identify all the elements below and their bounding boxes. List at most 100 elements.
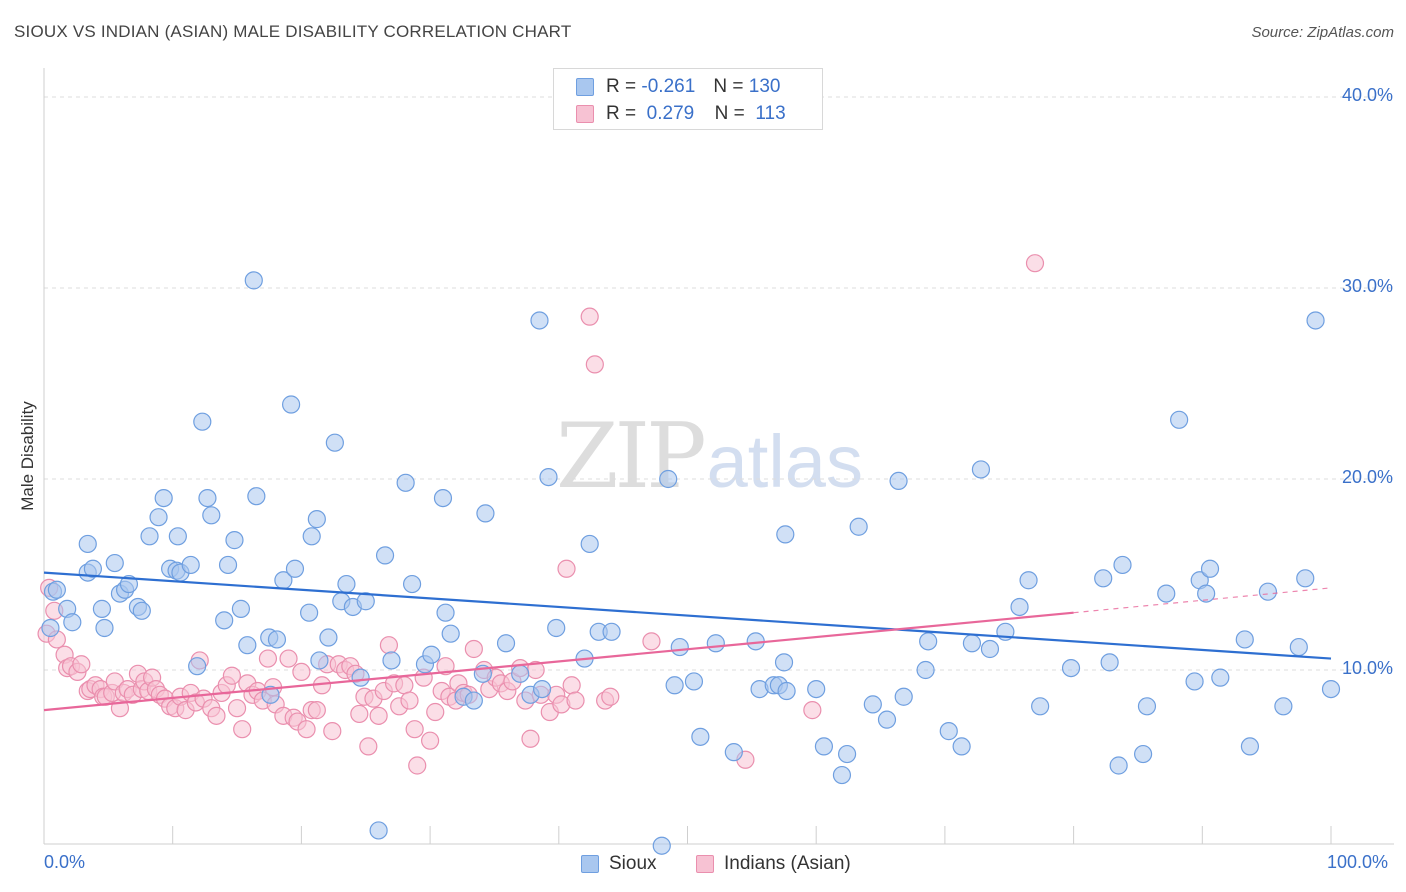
- sioux-point: [41, 618, 60, 638]
- sioux-point: [684, 672, 704, 691]
- indian-asian-point: [258, 649, 278, 668]
- watermark-atlas: atlas: [706, 420, 863, 503]
- sioux-point: [532, 679, 552, 699]
- sioux-point: [1170, 410, 1189, 429]
- sioux-point: [382, 651, 401, 670]
- indian-asian-point: [405, 720, 424, 739]
- indian-asian-point: [421, 731, 440, 750]
- sioux-point: [1235, 630, 1254, 649]
- indian-trend-line: [43, 611, 1074, 712]
- sioux-point: [402, 574, 422, 594]
- sioux-point: [244, 271, 263, 290]
- x-tick-label-max: 100.0%: [1327, 852, 1389, 872]
- indian-asian-point: [426, 702, 445, 722]
- indian-trend-line-extension: [1073, 587, 1332, 614]
- sioux-point: [807, 679, 826, 699]
- sioux-point: [919, 632, 938, 651]
- indian-asian-point: [350, 704, 369, 724]
- indian-asian-point: [1025, 254, 1045, 273]
- indian-asian-points: [37, 254, 1045, 775]
- sioux-point: [1306, 311, 1325, 330]
- sioux-point: [168, 527, 187, 546]
- sioux-point: [706, 634, 725, 653]
- sioux-point: [980, 639, 1000, 659]
- sioux-point: [105, 553, 124, 573]
- sioux-point: [282, 395, 301, 414]
- indian-asian-point: [436, 657, 455, 676]
- sioux-point: [1321, 679, 1341, 699]
- sioux-point: [285, 559, 305, 578]
- sioux-point: [441, 624, 460, 643]
- indian-asian-point: [72, 655, 91, 674]
- indian-asian-point: [464, 639, 483, 659]
- sioux-point: [916, 660, 935, 680]
- indian-asian-point: [207, 706, 226, 725]
- indian-asian-point: [557, 559, 576, 578]
- sioux-point: [181, 555, 200, 575]
- sioux-point: [375, 546, 395, 565]
- indian-asian-point: [395, 676, 414, 695]
- indian-legend-swatch: [696, 855, 714, 873]
- sioux-point: [319, 628, 338, 647]
- sioux-point: [539, 467, 558, 487]
- sioux-r-value: -0.261: [641, 76, 696, 97]
- sioux-point: [247, 487, 266, 506]
- sioux-point: [198, 489, 217, 508]
- indian-asian-point: [521, 729, 540, 748]
- bottom-legend-sioux: Sioux: [581, 850, 657, 878]
- sioux-point: [1019, 571, 1038, 590]
- sioux-point: [436, 603, 455, 622]
- source-label: Source: ZipAtlas.com: [1251, 24, 1394, 41]
- sioux-point: [476, 504, 495, 523]
- sioux-point: [78, 534, 97, 554]
- chart-title: SIOUX VS INDIAN (ASIAN) MALE DISABILITY …: [14, 22, 572, 41]
- indian-asian-point: [566, 691, 585, 710]
- indian-n-value: 113: [755, 103, 786, 124]
- sioux-point: [776, 525, 795, 544]
- indian-asian-point: [580, 307, 599, 326]
- indian-asian-point: [227, 699, 247, 718]
- sioux-point: [47, 580, 66, 599]
- indian-asian-point: [585, 355, 604, 374]
- sioux-legend-label: Sioux: [609, 853, 657, 874]
- sioux-point: [140, 527, 159, 546]
- indian-asian-point: [279, 649, 298, 668]
- sioux-point: [422, 645, 441, 664]
- sioux-point: [83, 559, 103, 578]
- sioux-point: [95, 618, 114, 638]
- axes: [43, 68, 1394, 845]
- sioux-point: [670, 637, 689, 657]
- sioux-point: [325, 433, 344, 452]
- sioux-point: [530, 311, 549, 330]
- sioux-point: [777, 681, 796, 701]
- bottom-legend-indian: Indians (Asian): [696, 850, 851, 878]
- sioux-point: [193, 412, 212, 431]
- x-tick-label-min: 0.0%: [44, 852, 86, 872]
- watermark-zip: ZIP: [556, 404, 707, 509]
- sioux-point: [307, 510, 326, 529]
- correlation-legend: R = -0.261 N = 130 R = 0.279 N = 113: [553, 68, 823, 130]
- sioux-point: [300, 603, 319, 622]
- sioux-point: [202, 506, 221, 525]
- sioux-point: [1031, 697, 1050, 716]
- sioux-point: [369, 821, 388, 840]
- sioux-point: [154, 489, 173, 508]
- sioux-point: [814, 737, 834, 756]
- sioux-point: [971, 460, 991, 479]
- sioux-point: [511, 664, 530, 683]
- sioux-point: [832, 765, 852, 785]
- sioux-point: [63, 613, 82, 632]
- indian-asian-point: [233, 720, 252, 739]
- n-label: N =: [714, 103, 745, 124]
- sioux-point: [1200, 559, 1220, 578]
- sioux-point: [215, 611, 234, 630]
- sioux-point: [659, 469, 678, 489]
- sioux-point: [496, 634, 516, 653]
- sioux-point: [877, 710, 897, 729]
- watermark: ZIPatlas: [556, 404, 863, 509]
- sioux-point: [894, 687, 913, 706]
- sioux-point: [1185, 672, 1204, 691]
- legend-row-indian: R = 0.279 N = 113: [576, 102, 786, 126]
- sioux-point: [1137, 697, 1157, 716]
